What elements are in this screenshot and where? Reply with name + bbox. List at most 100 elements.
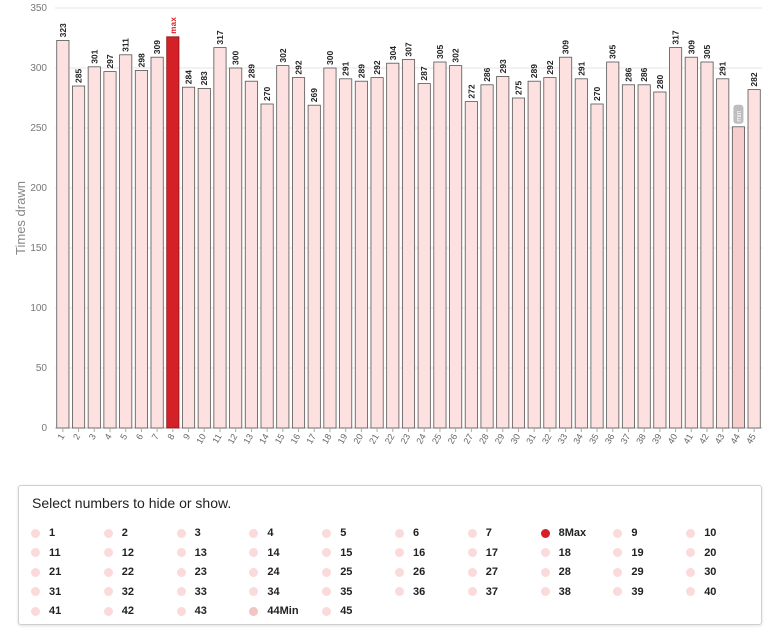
y-tick-label: 300 [30,63,47,74]
legend-item[interactable]: 16 [395,544,425,562]
bar-1[interactable] [56,40,70,429]
bar-37[interactable] [621,84,635,429]
legend-item[interactable]: 41 [31,602,61,620]
legend-item[interactable]: 40 [686,583,716,601]
bar-3[interactable] [87,66,101,429]
bar-42[interactable] [700,61,714,429]
bar-32[interactable] [543,77,557,429]
legend-item[interactable]: 17 [467,544,498,562]
bar-6[interactable] [134,70,148,429]
legend-item-label: 21 [49,566,62,578]
bar-14[interactable] [260,103,274,429]
bar-8[interactable] [166,36,180,429]
legend-item[interactable]: 42 [103,602,135,620]
legend-item[interactable]: 39 [613,583,644,601]
legend-item[interactable]: 19 [613,544,644,562]
legend-item[interactable]: 45 [322,602,352,620]
bar-31[interactable] [527,80,541,429]
legend-item[interactable]: 5 [322,524,346,542]
bar-28[interactable] [480,84,494,429]
legend-item[interactable]: 7 [467,524,492,542]
legend-item[interactable]: 3 [176,524,201,542]
x-tick-label: 29 [493,432,507,446]
bar-26[interactable] [449,65,463,429]
x-tick-label: 40 [666,432,680,446]
legend-item[interactable]: 6 [395,524,419,542]
legend-item[interactable]: 37 [467,583,498,601]
legend-item[interactable]: 38 [540,583,571,601]
bar-10[interactable] [197,88,211,429]
legend-item[interactable]: 9 [613,524,638,542]
bar-17[interactable] [307,104,321,429]
bar-33[interactable] [559,56,573,429]
bar-20[interactable] [354,80,368,429]
legend-item[interactable]: 31 [31,583,61,601]
legend-item[interactable]: 35 [322,583,352,601]
bar-35[interactable] [590,103,604,429]
bar-40[interactable] [669,47,683,429]
legend-item[interactable]: 26 [395,563,425,581]
x-tick-label: 27 [461,432,475,446]
bar-25[interactable] [433,61,447,429]
bar-44[interactable] [731,126,745,429]
legend-dot-icon [322,567,332,577]
legend-item[interactable]: 22 [103,563,134,581]
legend-item[interactable]: 14 [249,544,280,562]
legend-item[interactable]: 10 [686,524,716,542]
legend-item[interactable]: 43 [176,602,207,620]
bar-34[interactable] [574,78,588,429]
legend-item[interactable]: 15 [322,544,352,562]
bar-43[interactable] [716,78,730,429]
bar-9[interactable] [182,86,196,429]
legend-item[interactable]: 13 [176,544,207,562]
legend-item[interactable]: 29 [613,563,644,581]
bar-4[interactable] [103,71,117,429]
bar-18[interactable] [323,67,337,429]
legend-item[interactable]: 27 [467,563,498,581]
legend-item[interactable]: 18 [540,544,571,562]
legend-item[interactable]: 1 [31,524,55,542]
bar-24[interactable] [417,83,431,429]
bar-7[interactable] [150,56,164,429]
legend-item[interactable]: 36 [395,583,425,601]
bar-13[interactable] [244,80,258,429]
legend-item[interactable]: 24 [249,563,280,581]
legend-item[interactable]: 20 [686,544,716,562]
bar-22[interactable] [386,62,400,429]
legend-item[interactable]: 30 [686,563,716,581]
bar-38[interactable] [637,84,651,429]
legend-item[interactable]: 11 [31,544,61,562]
bar-12[interactable] [229,67,243,429]
legend-item[interactable]: 23 [176,563,207,581]
legend-item[interactable]: 32 [103,583,134,601]
bar-2[interactable] [72,85,86,429]
bar-36[interactable] [606,61,620,429]
legend-item[interactable]: 33 [176,583,207,601]
legend-item[interactable]: 34 [249,583,280,601]
legend-item[interactable]: 28 [540,563,571,581]
legend-item[interactable]: 8Max [540,524,586,542]
legend-item[interactable]: 25 [322,563,352,581]
bar-19[interactable] [339,78,353,429]
bar-21[interactable] [370,77,384,429]
bar-39[interactable] [653,91,667,429]
bar-27[interactable] [464,101,478,429]
bar-11[interactable] [213,47,227,429]
bar-23[interactable] [401,59,416,429]
legend-dot-icon [686,528,696,538]
legend-item[interactable]: 4 [249,524,274,542]
legend-item-label: 42 [121,605,135,617]
legend-item[interactable]: 12 [103,544,134,562]
legend-item[interactable]: 44Min [249,602,299,620]
bar-16[interactable] [291,77,306,429]
bar-15[interactable] [276,65,290,429]
bar-29[interactable] [496,76,510,429]
bar-30[interactable] [511,97,526,429]
bar-5[interactable] [119,54,133,429]
legend-item-label: 40 [704,585,717,598]
legend-item[interactable]: 21 [31,563,61,581]
legend-item[interactable]: 2 [103,524,128,542]
x-tick-label: 20 [351,432,365,446]
bar-41[interactable] [684,56,698,429]
bar-45[interactable] [747,89,761,429]
